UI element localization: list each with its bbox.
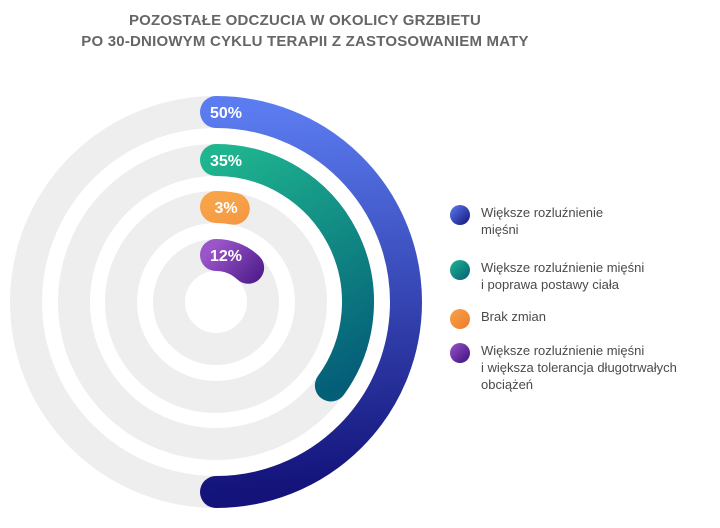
chart-title: POZOSTAŁE ODCZUCIA W OKOLICY GRZBIETU PO… bbox=[0, 10, 610, 52]
legend-item-1: Większe rozluźnienie mięśni bbox=[450, 204, 603, 238]
chart-title-line-1: POZOSTAŁE ODCZUCIA W OKOLICY GRZBIETU bbox=[128, 12, 482, 29]
legend-item-4: Większe rozluźnienie mięśni i większa to… bbox=[450, 342, 677, 393]
legend-label-2: Większe rozluźnienie mięśni i poprawa po… bbox=[481, 260, 645, 292]
legend-label-3: Brak zmian bbox=[481, 309, 547, 324]
bar-arc-1 bbox=[200, 96, 422, 508]
legend-swatch-2 bbox=[450, 260, 470, 280]
legend-item-3: Brak zmian bbox=[450, 308, 546, 329]
legend-label-1: Większe rozluźnienie mięśni bbox=[481, 205, 604, 237]
data-label-2: 35% bbox=[210, 153, 242, 170]
legend-swatch-3 bbox=[450, 309, 470, 329]
legend-swatch-4 bbox=[450, 343, 470, 363]
data-label-1: 50% bbox=[210, 105, 242, 122]
bar-arc-4 bbox=[200, 239, 265, 284]
bar-arc-3 bbox=[200, 191, 250, 225]
legend-label-4: Większe rozluźnienie mięśni i większa to… bbox=[481, 343, 677, 392]
legend-item-2: Większe rozluźnienie mięśni i poprawa po… bbox=[450, 259, 644, 293]
legend-swatch-1 bbox=[450, 205, 470, 225]
track-ring-3 bbox=[105, 191, 327, 413]
chart-title-line-2: PO 30-DNIOWYM CYKLU TERAPII Z ZASTOSOWAN… bbox=[81, 33, 529, 50]
bar-arc-2 bbox=[200, 144, 374, 402]
data-label-3: 3% bbox=[214, 200, 237, 217]
data-label-4: 12% bbox=[210, 248, 242, 265]
